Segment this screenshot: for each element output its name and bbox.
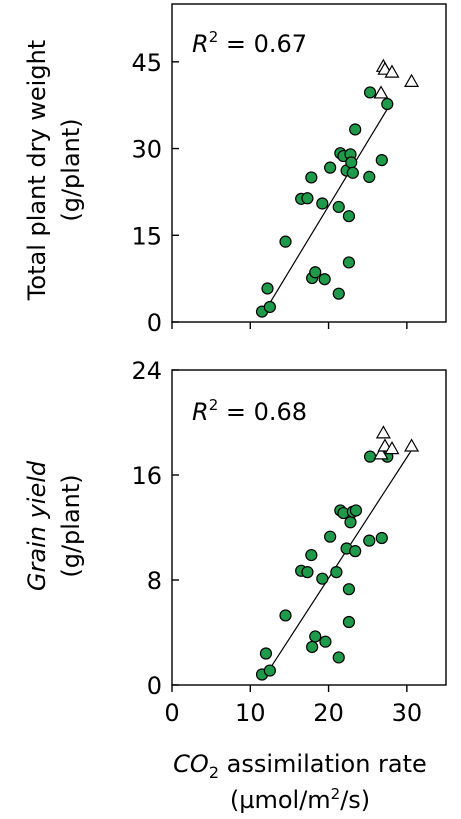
data-point-circle bbox=[306, 640, 319, 654]
data-point-circle bbox=[363, 534, 376, 547]
r-squared-label-top: R2 = 0.67 bbox=[192, 28, 307, 58]
data-points-top bbox=[255, 58, 420, 318]
data-point-circle bbox=[342, 210, 356, 223]
data-point-triangle bbox=[373, 85, 389, 99]
data-point-circle bbox=[349, 504, 363, 517]
data-point-circle bbox=[261, 282, 274, 295]
y-tick-label: 15 bbox=[131, 222, 162, 250]
data-point-circle bbox=[342, 583, 356, 596]
r-squared-label-bottom: R2 = 0.68 bbox=[192, 396, 307, 426]
data-point-circle bbox=[349, 123, 362, 136]
y-ticks-top: 0 15 30 45 bbox=[131, 49, 179, 337]
y-ticks-bottom: 0 8 16 24 bbox=[131, 357, 179, 700]
data-point-triangle bbox=[404, 73, 420, 87]
data-point-circle bbox=[332, 287, 345, 300]
data-point-circle bbox=[305, 548, 318, 562]
y-tick-label: 45 bbox=[131, 49, 162, 77]
data-point-circle bbox=[324, 530, 337, 543]
data-point-circle bbox=[318, 273, 331, 286]
data-point-circle bbox=[309, 266, 322, 279]
y-tick-label: 0 bbox=[147, 309, 162, 337]
data-point-triangle bbox=[404, 438, 420, 452]
data-point-circle bbox=[319, 635, 332, 648]
data-point-triangle bbox=[373, 446, 389, 460]
y-tick-label: 30 bbox=[131, 136, 162, 164]
data-point-circle bbox=[349, 545, 362, 558]
y-axis-title-top-line2: (g/plant) bbox=[57, 118, 85, 221]
x-axis-title: CO2 assimilation rate bbox=[173, 750, 427, 782]
data-point-triangle bbox=[384, 441, 400, 455]
data-point-circle bbox=[375, 154, 388, 167]
y-tick-label: 24 bbox=[131, 357, 162, 385]
y-tick-label: 8 bbox=[147, 567, 162, 595]
data-points-bottom bbox=[255, 425, 420, 681]
data-point-circle bbox=[279, 609, 292, 622]
data-point-circle bbox=[344, 516, 357, 529]
data-point-circle bbox=[375, 531, 388, 545]
y-axis-title-bottom-line2: (g/plant) bbox=[57, 474, 85, 577]
y-axis-title-top-line1: Total plant dry weight bbox=[23, 40, 51, 301]
data-point-circle bbox=[346, 166, 359, 179]
data-point-circle bbox=[363, 450, 377, 463]
x-tick-label: 10 bbox=[235, 699, 266, 727]
x-tick-label: 30 bbox=[392, 699, 423, 727]
x-axis-unit: (µmol/m2/s) bbox=[230, 785, 370, 814]
plot-frame-top bbox=[171, 3, 447, 323]
regression-line-top bbox=[263, 104, 391, 314]
data-point-circle bbox=[324, 161, 337, 174]
data-point-circle bbox=[301, 192, 314, 205]
regression-line-bottom bbox=[263, 451, 412, 679]
x-ticks-top bbox=[171, 322, 408, 329]
plot-frame-bottom bbox=[171, 369, 447, 686]
panel-grain-yield: 0 8 16 24 0 10 20 30 R2 = 0.68 Grain yield (g/… bbox=[23, 357, 447, 814]
y-tick-label: 16 bbox=[131, 462, 162, 490]
data-point-circle bbox=[332, 651, 345, 664]
data-point-circle bbox=[345, 156, 358, 169]
x-tick-label: 0 bbox=[164, 699, 179, 727]
data-point-circle bbox=[263, 664, 276, 677]
data-point-triangle bbox=[375, 425, 391, 439]
data-point-circle bbox=[363, 86, 377, 99]
x-tick-label: 20 bbox=[313, 699, 344, 727]
y-tick-label: 0 bbox=[147, 672, 162, 700]
x-ticks-bottom: 0 10 20 30 bbox=[164, 685, 422, 727]
data-point-circle bbox=[301, 566, 314, 579]
data-point-circle bbox=[263, 300, 276, 314]
data-point-circle bbox=[279, 235, 292, 248]
data-point-circle bbox=[330, 566, 343, 579]
data-point-circle bbox=[363, 170, 376, 183]
data-point-circle bbox=[332, 200, 345, 214]
data-point-triangle bbox=[384, 64, 400, 78]
data-point-circle bbox=[305, 171, 318, 184]
data-point-circle bbox=[316, 572, 329, 585]
data-point-circle bbox=[342, 615, 356, 629]
data-point-circle bbox=[309, 630, 322, 643]
data-point-circle bbox=[259, 647, 273, 660]
data-point-circle bbox=[316, 197, 329, 210]
panel-dry-weight: 0 15 30 45 R2 = 0.67 Total plant dry weight… bbox=[23, 3, 447, 337]
data-point-circle bbox=[342, 256, 356, 269]
data-point-circle bbox=[381, 97, 394, 111]
y-axis-title-bottom-line1: Grain yield bbox=[23, 460, 51, 591]
